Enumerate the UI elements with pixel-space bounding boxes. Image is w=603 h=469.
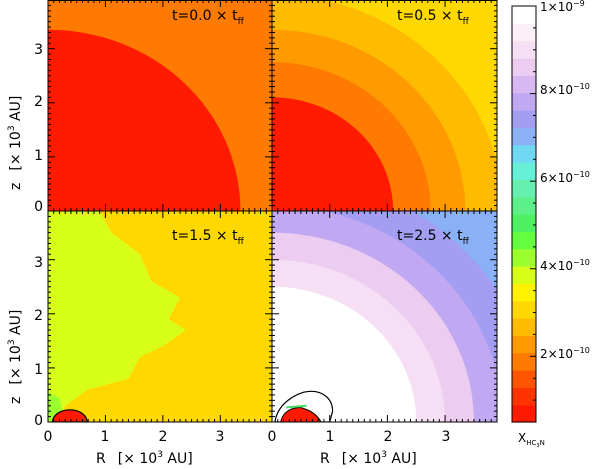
colorbar-tick-label: 1×10−9	[540, 0, 585, 14]
x-tick-label: 0	[268, 429, 277, 445]
panel-t1.5	[48, 211, 272, 422]
colorbar-band	[512, 196, 536, 215]
time-label-t0: t=0.0 × tff	[172, 8, 245, 27]
panel-frames	[47, 0, 498, 423]
x-axis-title: R [× 103 AU]	[320, 450, 417, 467]
colorbar-band	[512, 300, 536, 319]
x-tick-label: 3	[216, 429, 225, 445]
colorbar-band	[512, 335, 536, 354]
colorbar-band	[512, 387, 536, 406]
colorbar-band	[512, 6, 536, 24]
x-tick-label: 2	[159, 429, 168, 445]
colorbar-tick-label: 4×10−10	[540, 258, 590, 273]
contour-region	[48, 29, 241, 211]
colorbar-band	[512, 248, 536, 267]
x-tick-labels: 0 1 2 3 0 1 2 3	[44, 429, 451, 445]
y-tick-labels: 0 1 2 3 0 1 2 3	[34, 42, 43, 429]
y-tick-label: 0	[34, 199, 43, 215]
colorbar	[512, 6, 536, 423]
colorbar-band	[512, 75, 536, 94]
colorbar-band	[512, 231, 536, 250]
colorbar-band	[512, 370, 536, 388]
x-axis-title: R [× 103 AU]	[96, 450, 193, 467]
y-tick-label: 2	[34, 308, 43, 324]
x-tick-label: 1	[326, 429, 335, 445]
colorbar-band	[512, 92, 536, 111]
y-axis-title: z[× 103 AU]	[7, 96, 24, 190]
colorbar-band	[512, 144, 536, 163]
axis-ticks	[47, 0, 498, 423]
core-edge	[286, 404, 307, 409]
colorbar-band	[512, 404, 536, 423]
colorbar-tick-label: 2×10−10	[540, 346, 590, 361]
colorbar-band	[512, 162, 536, 180]
y-tick-label: 1	[34, 362, 43, 378]
colorbar-band	[512, 352, 536, 371]
y-tick-label: 3	[34, 42, 43, 58]
colorbar-band	[512, 283, 536, 302]
colorbar-ticks	[530, 5, 536, 401]
colorbar-band	[512, 127, 536, 146]
colorbar-label: XHC3N	[518, 431, 545, 449]
x-tick-label: 0	[44, 429, 53, 445]
colorbar-frame	[511, 5, 537, 423]
colorbar-tick-labels: 2×10−10 4×10−10 6×10−10 8×10−10 1×10−9	[540, 0, 590, 361]
y-tick-label: 3	[34, 255, 43, 271]
y-tick-label: 1	[34, 148, 43, 164]
panel-t0.5	[272, 0, 497, 211]
y-tick-label: 2	[34, 94, 43, 110]
panel-t2.5	[272, 211, 497, 422]
y-axis-title: z[× 103 AU]	[7, 310, 24, 404]
panel-t0	[48, 0, 272, 211]
colorbar-tick-label: 8×10−10	[540, 82, 590, 97]
time-label-t1.5: t=1.5 × tff	[172, 228, 245, 247]
y-tick-label: 0	[34, 413, 43, 429]
time-label-t2.5: t=2.5 × tff	[397, 228, 470, 247]
core-region	[51, 409, 88, 422]
core-region	[280, 407, 322, 422]
x-tick-label: 2	[384, 429, 393, 445]
x-tick-label: 3	[442, 429, 451, 445]
colorbar-band	[512, 58, 536, 76]
contour-region	[48, 211, 186, 422]
time-label-t0.5: t=0.5 × tff	[397, 8, 470, 27]
colorbar-band	[512, 214, 536, 232]
colorbar-band	[512, 23, 536, 42]
contour-region	[272, 97, 394, 211]
colorbar-tick-label: 6×10−10	[540, 170, 590, 185]
colorbar-band	[512, 266, 536, 284]
x-tick-label: 1	[101, 429, 110, 445]
colorbar-band	[512, 110, 536, 128]
colorbar-band	[512, 318, 536, 336]
contour-region	[272, 286, 417, 422]
colorbar-band	[512, 40, 536, 59]
colorbar-band	[512, 179, 536, 198]
